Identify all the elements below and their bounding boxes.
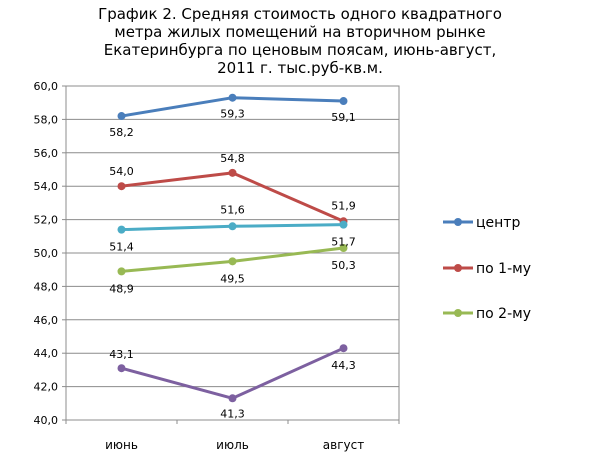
data-point (339, 344, 348, 353)
data-point (339, 97, 348, 106)
data-label: 51,4 (109, 241, 134, 254)
data-point (117, 267, 126, 276)
y-tick-label: 40,0 (34, 414, 59, 427)
y-tick-label: 54,0 (34, 180, 59, 193)
data-label: 51,7 (331, 236, 356, 249)
data-point (117, 364, 126, 373)
y-tick-label: 48,0 (34, 280, 59, 293)
data-point (228, 168, 237, 177)
data-label: 51,9 (331, 199, 356, 212)
y-tick-label: 46,0 (34, 314, 59, 327)
series-line (121, 346, 345, 400)
data-label: 48,9 (109, 282, 134, 295)
data-label: 59,3 (220, 108, 245, 121)
data-point (228, 93, 237, 102)
data-point (228, 257, 237, 266)
data-label: 54,0 (109, 165, 134, 178)
data-point (339, 243, 348, 252)
data-label: 50,3 (331, 259, 356, 272)
data-point (117, 225, 126, 234)
data-label: 43,1 (109, 348, 134, 361)
series-lines (117, 93, 348, 403)
y-tick-label: 42,0 (34, 381, 59, 394)
data-label: 41,3 (220, 407, 245, 420)
legend: центр по 1-му по 2-му (443, 215, 531, 322)
legend-label: по 2-му (476, 306, 531, 322)
x-category-label: июнь (105, 438, 138, 452)
data-point (117, 112, 126, 121)
data-label: 59,1 (331, 111, 356, 124)
chart-title: График 2. Средняя стоимость одного квадр… (98, 5, 502, 77)
legend-marker (454, 218, 462, 226)
data-label: 44,3 (331, 359, 356, 372)
chart-title-line-4: 2011 г. тыс.руб-кв.м. (217, 59, 383, 77)
chart-title-line-1: График 2. Средняя стоимость одного квадр… (98, 5, 502, 23)
y-tick-label: 56,0 (34, 147, 59, 160)
data-point (339, 220, 348, 229)
chart-title-line-3: Екатеринбурга по ценовым поясам, июнь-ав… (104, 41, 496, 59)
data-label: 49,5 (220, 272, 245, 285)
y-tick-label: 60,0 (34, 80, 59, 93)
legend-label: по 1-му (476, 261, 531, 277)
data-label: 58,2 (109, 126, 134, 139)
data-point (117, 182, 126, 191)
y-tick-label: 52,0 (34, 214, 59, 227)
legend-label: центр (476, 215, 520, 231)
chart-title-line-2: метра жилых помещений на вторичном рынке (114, 23, 485, 41)
data-point (228, 394, 237, 403)
x-category-label: июль (216, 438, 249, 452)
y-tick-label: 58,0 (34, 113, 59, 126)
x-axis-categories: июнь июль август (65, 420, 400, 452)
y-tick-label: 44,0 (34, 347, 59, 360)
x-category-label: август (323, 438, 364, 452)
data-label: 54,8 (220, 152, 245, 165)
data-point (228, 222, 237, 231)
data-labels: 58,2 59,3 59,1 54,0 54,8 51,9 48,9 49,5 50,3 51,4… (109, 108, 356, 421)
legend-marker (454, 309, 462, 317)
data-label: 51,6 (220, 203, 245, 216)
legend-marker (454, 264, 462, 272)
y-axis-ticks: 40,0 42,0 44,0 46,0 48,0 50,0 52,0 54,0 56,0 58,0… (34, 80, 59, 427)
y-tick-label: 50,0 (34, 247, 59, 260)
